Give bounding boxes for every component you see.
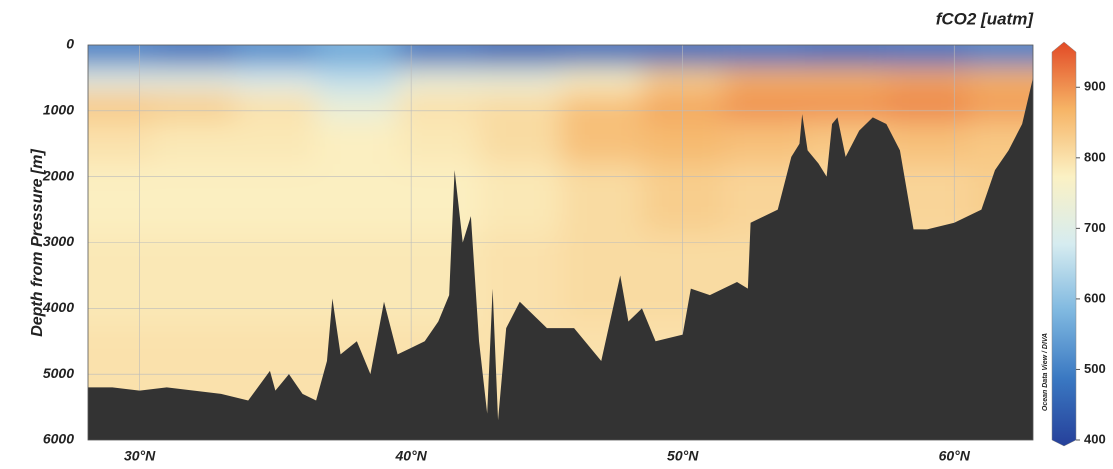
x-tick-label: 30°N [124, 448, 156, 464]
field-cell [723, 91, 806, 122]
field-cell [316, 163, 399, 234]
colorbar-tick-label: 700 [1084, 220, 1106, 235]
field-cell [967, 66, 1033, 93]
field-cell [397, 45, 481, 68]
overlay: 0 1000 2000 3000 4000 5000 6000 30°N 40°N 50°N 60°… [42, 36, 1106, 464]
y-tick-label: 4000 [42, 299, 74, 315]
field-cell [560, 232, 643, 326]
credit: Ocean Data View / DIVA [1042, 333, 1049, 411]
field-cell [88, 91, 155, 122]
field-cell [479, 45, 562, 68]
field-cell [153, 91, 236, 122]
plot-frame [87, 44, 1034, 441]
x-tick-label: 60°N [939, 448, 971, 464]
field-cell [479, 66, 562, 93]
field-cell [153, 120, 236, 165]
field-cell [234, 91, 318, 122]
field-cell [153, 232, 236, 326]
field-cell [153, 45, 236, 68]
y-axis-label: Depth from Pressure [m] [29, 149, 46, 337]
field-cell [479, 163, 562, 234]
colorbar-tick-label: 400 [1084, 431, 1106, 446]
field-cell [234, 163, 318, 234]
field-cell [234, 232, 318, 326]
field-cell [88, 120, 155, 165]
field-cell [641, 66, 725, 93]
field-cell [88, 163, 155, 234]
field-cell [316, 66, 399, 93]
field-cell [397, 120, 481, 165]
y-tick-label: 2000 [42, 167, 74, 183]
field-cell [967, 45, 1033, 68]
field-cell [153, 163, 236, 234]
field-cell [560, 45, 643, 68]
field-cell [560, 91, 643, 122]
colorbar [1051, 41, 1077, 447]
bathymetry [88, 77, 1033, 440]
field-cell [234, 66, 318, 93]
field-cell [397, 163, 481, 234]
field-cell [88, 232, 155, 326]
field-cell [641, 120, 725, 165]
field-cell [397, 91, 481, 122]
field-cell [316, 45, 399, 68]
field-cell [234, 45, 318, 68]
field-cell [234, 120, 318, 165]
field-cell [886, 45, 969, 68]
colorbar-tick-label: 500 [1084, 361, 1106, 376]
field-cell [723, 66, 806, 93]
field-cell [641, 45, 725, 68]
y-tick-label: 6000 [43, 431, 74, 447]
field-cell [967, 91, 1033, 122]
chart-title: fCO2 [uatm] [936, 9, 1035, 28]
field-cell [886, 91, 969, 122]
field-cell [316, 120, 399, 165]
field-cell [804, 66, 888, 93]
x-tick-label: 40°N [395, 448, 428, 464]
field-cell [560, 120, 643, 165]
plot-area [88, 45, 1033, 440]
field-cell [153, 66, 236, 93]
field-cell [88, 66, 155, 93]
y-tick-label: 3000 [43, 233, 74, 249]
field-cell [641, 91, 725, 122]
field-cell [316, 91, 399, 122]
x-tick-label: 50°N [667, 448, 699, 464]
field-cell [886, 66, 969, 93]
colorbar-tick-label: 800 [1084, 149, 1106, 164]
field-cell [88, 45, 155, 68]
y-tick-label: 0 [66, 36, 74, 52]
field-cell [560, 163, 643, 234]
field-cell [397, 66, 481, 93]
field-cell [479, 91, 562, 122]
colorbar-tick-label: 600 [1084, 290, 1106, 305]
field-cell [804, 45, 888, 68]
field-cell [560, 66, 643, 93]
y-tick-label: 1000 [43, 102, 74, 118]
field-cell [804, 91, 888, 122]
field-cell [479, 120, 562, 165]
colorbar-tick-label: 900 [1084, 79, 1106, 94]
field-cell [723, 45, 806, 68]
y-tick-label: 5000 [43, 365, 74, 381]
field-cell [641, 163, 725, 234]
